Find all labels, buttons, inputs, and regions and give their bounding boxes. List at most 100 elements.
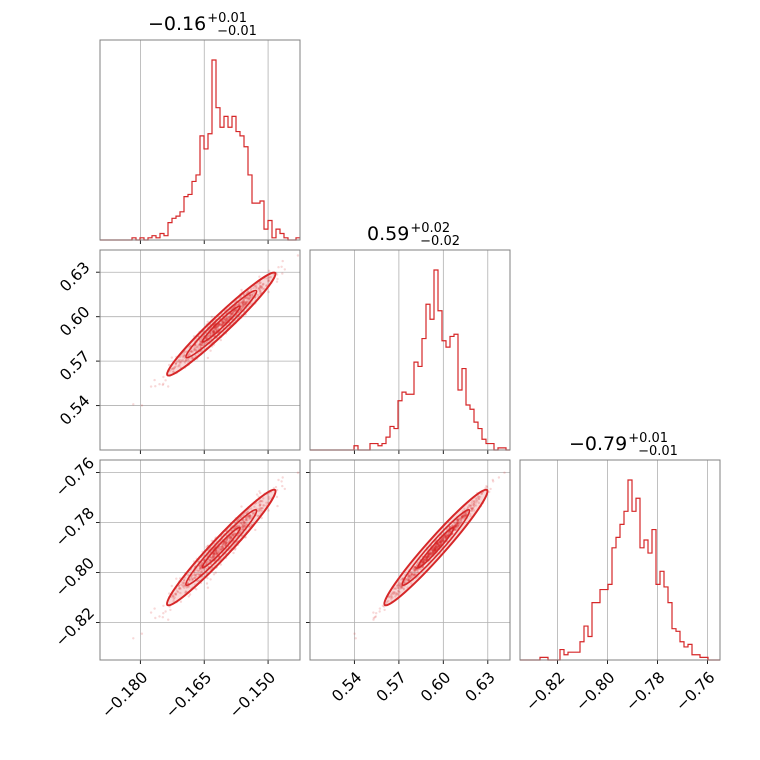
sample-point <box>193 576 196 579</box>
sample-point <box>414 566 417 569</box>
sample-point <box>267 290 270 294</box>
sample-point <box>178 360 182 364</box>
sample-point <box>471 507 474 510</box>
sample-point <box>190 357 193 360</box>
sample-point <box>200 570 203 573</box>
sample-point <box>243 524 247 527</box>
sample-point <box>426 555 430 559</box>
sample-point <box>232 534 235 537</box>
sample-point <box>478 495 482 499</box>
sample-point <box>242 303 246 307</box>
sample-point <box>248 517 252 520</box>
sample-point <box>260 507 263 510</box>
contour-1 <box>166 488 277 607</box>
sample-point <box>243 524 246 527</box>
sample-point <box>212 329 215 332</box>
tick-label-x: 0.60 <box>417 668 454 705</box>
sample-point <box>200 568 204 571</box>
sample-point <box>206 586 210 589</box>
tick-label-y: 0.63 <box>56 258 93 295</box>
sample-point <box>232 551 235 555</box>
sample-point <box>214 571 217 574</box>
sample-point <box>205 337 208 340</box>
sample-point <box>405 580 408 583</box>
sample-point <box>132 637 135 640</box>
sample-point <box>246 510 250 513</box>
sample-point <box>220 323 224 327</box>
sample-point <box>281 259 284 263</box>
sample-point <box>213 330 216 333</box>
sample-point <box>242 524 245 528</box>
sample-point <box>243 300 246 304</box>
panel-2-1: 0.54 0.57 0.60 0.63 <box>306 459 511 705</box>
sample-point <box>248 515 251 519</box>
sample-point <box>258 490 261 493</box>
sample-point <box>162 375 165 379</box>
sample-point <box>178 587 181 590</box>
sample-point <box>224 544 227 547</box>
sample-point <box>183 582 186 585</box>
sample-point <box>455 521 458 524</box>
sample-point <box>488 490 491 494</box>
sample-point <box>259 503 262 506</box>
sample-point <box>212 552 215 555</box>
sample-point <box>218 324 221 327</box>
sample-point <box>242 521 245 524</box>
tick-label-x: 0.57 <box>373 668 410 705</box>
sample-point <box>423 558 427 561</box>
sample-point <box>206 334 210 338</box>
sample-point <box>260 516 263 520</box>
sample-point <box>218 323 221 326</box>
sample-point <box>470 507 473 510</box>
sample-point <box>197 343 200 346</box>
sample-point <box>243 302 246 305</box>
sample-point <box>170 356 173 359</box>
sample-point <box>186 358 189 361</box>
sample-point <box>238 524 241 528</box>
sample-point <box>224 540 227 543</box>
sample-point <box>391 596 394 599</box>
sample-point <box>184 359 188 362</box>
sample-point <box>194 346 197 350</box>
sample-point <box>497 476 501 479</box>
sample-point <box>167 385 170 388</box>
sample-point <box>427 554 431 557</box>
sample-point <box>230 312 233 315</box>
sample-point <box>191 574 194 577</box>
sample-point <box>232 533 235 536</box>
sample-point <box>231 313 234 316</box>
sample-point <box>218 322 221 326</box>
sample-point <box>171 367 174 370</box>
sample-point <box>202 559 206 562</box>
sample-point <box>253 505 256 508</box>
sample-point <box>209 578 212 581</box>
sample-point <box>181 355 184 358</box>
sample-point <box>231 534 234 537</box>
sample-point <box>179 591 182 595</box>
sample-point <box>187 585 190 589</box>
sample-point <box>221 544 224 547</box>
sample-point <box>243 525 246 528</box>
sample-point <box>427 553 430 556</box>
sample-point <box>215 326 218 329</box>
sample-point <box>149 611 153 614</box>
sample-point <box>258 289 262 292</box>
contour-1 <box>166 271 277 377</box>
sample-point <box>212 573 216 576</box>
sample-point <box>199 567 203 570</box>
sample-point <box>214 326 218 329</box>
sample-point <box>193 576 196 579</box>
sample-point <box>241 525 244 528</box>
panel-frame <box>309 249 511 451</box>
sample-point <box>257 288 260 291</box>
sample-point <box>185 358 188 361</box>
sample-point <box>222 321 226 324</box>
sample-point <box>181 358 184 361</box>
sample-point <box>189 350 193 353</box>
histogram-1 <box>310 269 510 451</box>
sample-point <box>413 574 416 577</box>
sample-point <box>250 507 253 510</box>
sample-point <box>234 309 237 312</box>
sample-point <box>434 545 438 548</box>
sample-point <box>192 573 196 576</box>
